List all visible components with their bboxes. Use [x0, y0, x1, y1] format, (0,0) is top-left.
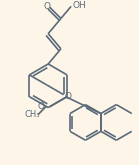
- Text: O: O: [64, 92, 71, 101]
- Text: O: O: [43, 2, 50, 11]
- Text: OH: OH: [72, 1, 86, 10]
- Text: CH₃: CH₃: [24, 110, 40, 119]
- Text: O: O: [38, 102, 44, 111]
